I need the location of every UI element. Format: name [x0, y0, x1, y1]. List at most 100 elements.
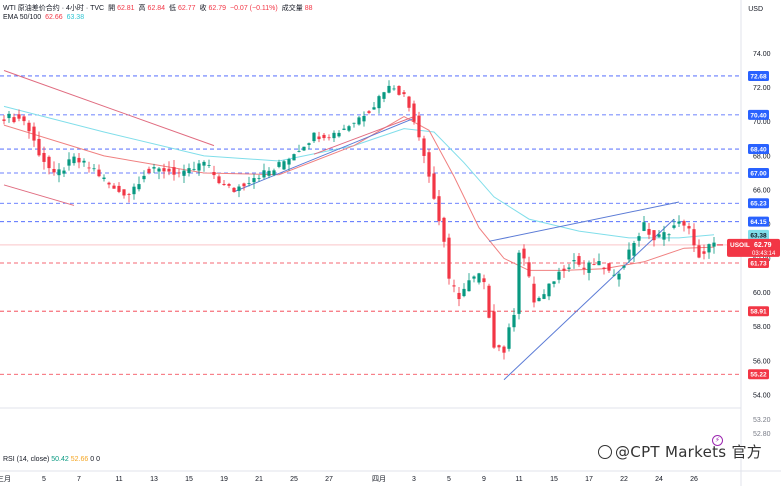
price-label-box: [748, 306, 769, 317]
candle-body: [527, 262, 531, 277]
candle-body: [62, 170, 66, 174]
last-price-symbol: USOIL: [730, 242, 750, 249]
candle-body: [182, 170, 186, 176]
candle-body: [677, 221, 681, 224]
candle-body: [157, 168, 161, 172]
candle-body: [497, 345, 501, 348]
candle-body: [697, 245, 701, 258]
candle-body: [487, 285, 491, 318]
y-tick-label: 58.00: [753, 324, 771, 331]
candle-body: [647, 228, 651, 235]
candle-body: [427, 152, 431, 177]
candle-body: [592, 264, 596, 265]
candle-body: [12, 117, 16, 123]
trendline-5[interactable]: [503, 218, 675, 381]
candle-body: [587, 262, 591, 273]
symbol-title[interactable]: WTI 原油差价合约 · 4小时 · TVC: [3, 5, 105, 12]
candle-body: [322, 134, 326, 139]
candle-body: [437, 196, 441, 222]
candle-body: [477, 273, 481, 283]
candle-body: [192, 168, 196, 170]
candle-body: [262, 170, 266, 178]
candle-body: [672, 225, 676, 228]
candle-body: [612, 274, 616, 276]
candle-body: [532, 283, 536, 303]
candle-body: [682, 221, 686, 226]
ema100-line: [3, 105, 715, 239]
price-label-box: [748, 109, 769, 120]
rsi-value-4: 0: [96, 456, 100, 463]
candle-body: [637, 236, 641, 241]
candle-body: [517, 252, 521, 314]
candle-body: [197, 163, 201, 171]
trendline-0[interactable]: [3, 70, 215, 147]
trendline-2[interactable]: [233, 117, 415, 193]
currency-label[interactable]: USD: [748, 6, 763, 13]
candle-body: [207, 165, 211, 166]
candle-body: [642, 222, 646, 231]
candle-body: [252, 178, 256, 183]
candle-body: [567, 267, 571, 269]
candle-body: [147, 168, 151, 173]
candle-body: [507, 327, 511, 349]
volume-label: 成交量: [281, 5, 303, 12]
high-label: 高: [138, 5, 146, 12]
candle-body: [502, 346, 506, 353]
y-tick-label: 74.00: [753, 51, 771, 58]
candle-body: [462, 288, 466, 297]
candle-body: [667, 234, 671, 236]
candle-body: [557, 271, 561, 280]
rsi-legend[interactable]: RSI (14, close) 50.42 52.66 0 0: [3, 456, 100, 463]
watermark: @CPT Markets 官方: [598, 441, 762, 462]
x-tick-label: 3: [412, 476, 416, 483]
candle-body: [687, 226, 691, 229]
candle-body: [412, 103, 416, 122]
price-label-box: [748, 369, 769, 380]
trendline-1[interactable]: [3, 184, 75, 206]
candle-body: [102, 177, 106, 179]
candle-body: [547, 283, 551, 297]
open-label: 開: [108, 5, 116, 12]
price-label-box: [748, 258, 769, 269]
price-label-text: 65.23: [750, 201, 767, 208]
ema50-line: [3, 116, 715, 271]
candle-body: [167, 168, 171, 172]
candle-body: [127, 194, 131, 195]
candle-body: [552, 281, 556, 284]
candle-body: [297, 150, 301, 152]
last-price-badge[interactable]: [727, 238, 780, 257]
candle-body: [257, 177, 261, 179]
x-tick-label: 27: [325, 476, 333, 483]
trendline-4[interactable]: [488, 201, 680, 242]
ema-legend[interactable]: EMA 50/100 62.66 63.38: [3, 14, 86, 21]
ema-label: EMA 50/100: [3, 14, 42, 21]
x-tick-label: 15: [550, 476, 558, 483]
price-label-text: 55.22: [750, 372, 767, 379]
y-tick-label: 66.00: [753, 188, 771, 195]
candle-body: [267, 170, 271, 176]
candle-body: [367, 111, 371, 113]
trendline-3[interactable]: [313, 116, 415, 155]
y-tick-label: 68.00: [753, 153, 771, 160]
candle-body: [482, 278, 486, 283]
lightning-icon[interactable]: ⚡: [712, 435, 723, 446]
x-tick-label: 5: [447, 476, 451, 483]
candle-body: [77, 157, 81, 163]
x-tick-label: 13: [150, 476, 158, 483]
price-label-text: 58.91: [750, 309, 767, 316]
candle-body: [227, 183, 231, 186]
weibo-logo-icon: [598, 444, 612, 459]
candle-body: [537, 297, 541, 302]
y-tick-label: 54.00: [753, 393, 771, 400]
candle-body: [607, 263, 611, 271]
candle-body: [447, 237, 451, 279]
candle-body: [632, 242, 636, 256]
candle-body: [222, 183, 226, 185]
candle-body: [122, 189, 126, 196]
candle-body: [52, 168, 56, 173]
candle-body: [657, 234, 661, 237]
candle-body: [382, 92, 386, 99]
candle-body: [542, 294, 546, 299]
candle-body: [92, 168, 96, 170]
price-label-text: 64.15: [750, 219, 767, 226]
